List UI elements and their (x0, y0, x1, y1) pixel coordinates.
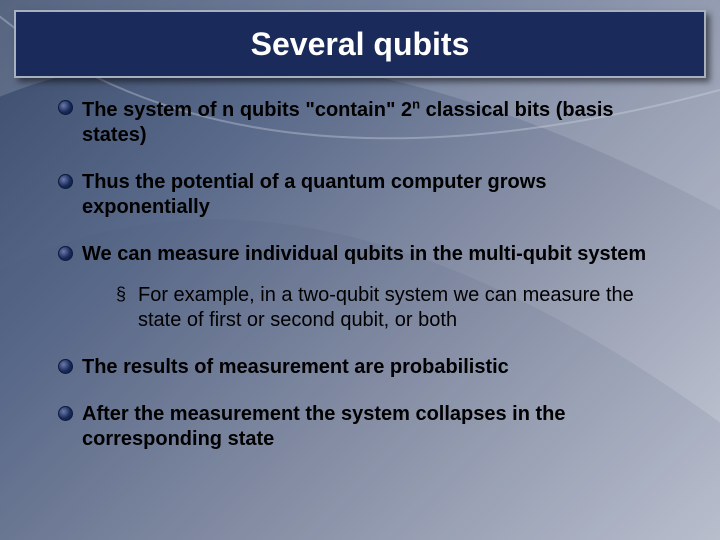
bullet-text: The system of n qubits "contain" 2n clas… (82, 99, 614, 146)
bullet-sphere-icon (58, 100, 73, 115)
bullet-text: After the measurement the system collaps… (82, 403, 566, 450)
slide-content: The system of n qubits "contain" 2n clas… (58, 96, 670, 474)
bullet-text: We can measure individual qubits in the … (82, 243, 646, 265)
bullet-item: Thus the potential of a quantum computer… (58, 170, 670, 220)
bullet-text: The results of measurement are probabili… (82, 356, 509, 378)
bullet-item: The system of n qubits "contain" 2n clas… (58, 96, 670, 148)
bullet-sphere-icon (58, 359, 73, 374)
bullet-sphere-icon (58, 406, 73, 421)
slide-title-bar: Several qubits (14, 10, 706, 78)
bullet-item: After the measurement the system collaps… (58, 402, 670, 452)
sub-bullet-text: For example, in a two-qubit system we ca… (138, 284, 634, 331)
sub-bullet-item: § For example, in a two-qubit system we c… (116, 283, 670, 333)
slide-title: Several qubits (251, 26, 470, 63)
bullet-sphere-icon (58, 246, 73, 261)
square-bullet-icon: § (116, 283, 126, 306)
bullet-text: Thus the potential of a quantum computer… (82, 171, 546, 218)
bullet-item: We can measure individual qubits in the … (58, 242, 670, 333)
bullet-sphere-icon (58, 174, 73, 189)
bullet-item: The results of measurement are probabili… (58, 355, 670, 380)
